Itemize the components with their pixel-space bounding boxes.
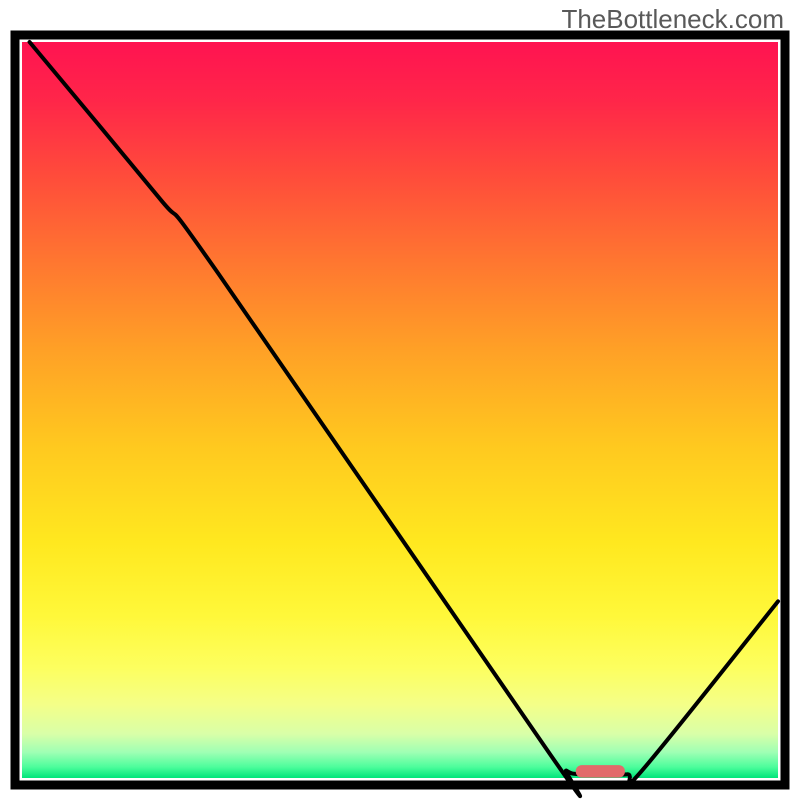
- bottleneck-chart: [0, 0, 800, 800]
- chart-container: TheBottleneck.com: [0, 0, 800, 800]
- plot-background: [22, 42, 778, 778]
- optimal-marker: [576, 765, 625, 778]
- watermark-text: TheBottleneck.com: [561, 4, 784, 35]
